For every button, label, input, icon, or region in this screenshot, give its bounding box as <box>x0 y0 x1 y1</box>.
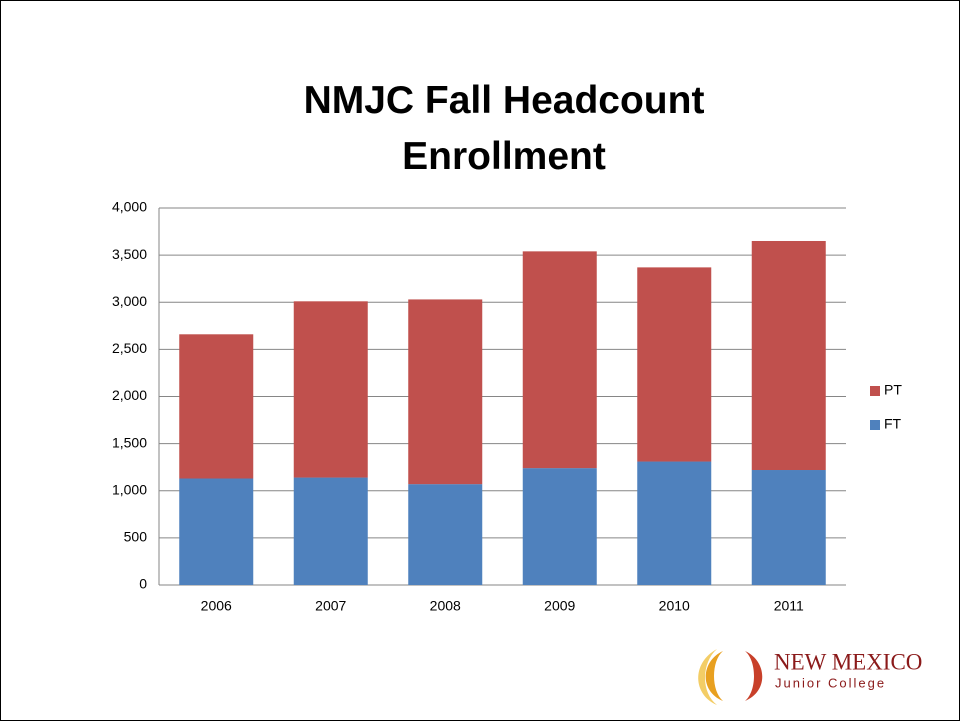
x-tick-label: 2011 <box>774 598 804 614</box>
legend-label: FT <box>884 416 902 432</box>
logo-text: NEW MEXICO <box>774 649 922 674</box>
y-tick-label: 1,000 <box>112 481 147 497</box>
chart-title: NMJC Fall Headcount Enrollment <box>303 79 705 178</box>
x-tick-label: 2007 <box>315 598 346 614</box>
logo-subtext: Junior College <box>775 675 886 690</box>
legend-swatch <box>870 386 880 396</box>
bar-segment <box>522 251 597 469</box>
logo-mark <box>698 649 763 705</box>
y-tick-label: 4,000 <box>112 199 147 215</box>
bar-segment <box>408 299 483 485</box>
bar-segment <box>522 468 597 585</box>
bar-segment <box>408 484 483 585</box>
bar-segment <box>293 477 368 585</box>
x-tick-label: 2008 <box>430 598 461 614</box>
y-tick-label: 3,000 <box>112 293 147 309</box>
legend-swatch <box>870 420 880 430</box>
y-tick-label: 1,500 <box>112 434 147 450</box>
bar-segment <box>751 470 826 585</box>
y-tick-label: 500 <box>124 529 148 545</box>
legend-label: PT <box>884 382 902 398</box>
y-tick-label: 2,000 <box>112 387 147 403</box>
bar-segment <box>637 267 712 462</box>
y-tick-label: 0 <box>139 576 147 592</box>
bar-segment <box>637 461 712 585</box>
bar-segment <box>293 301 368 478</box>
y-tick-label: 2,500 <box>112 340 147 356</box>
bar-segment <box>179 478 254 585</box>
bar-segment <box>179 334 254 479</box>
x-tick-label: 2006 <box>201 598 232 614</box>
bar-segment <box>751 240 826 471</box>
y-tick-label: 3,500 <box>112 246 147 262</box>
x-tick-label: 2009 <box>544 598 575 614</box>
x-tick-label: 2010 <box>659 598 690 614</box>
